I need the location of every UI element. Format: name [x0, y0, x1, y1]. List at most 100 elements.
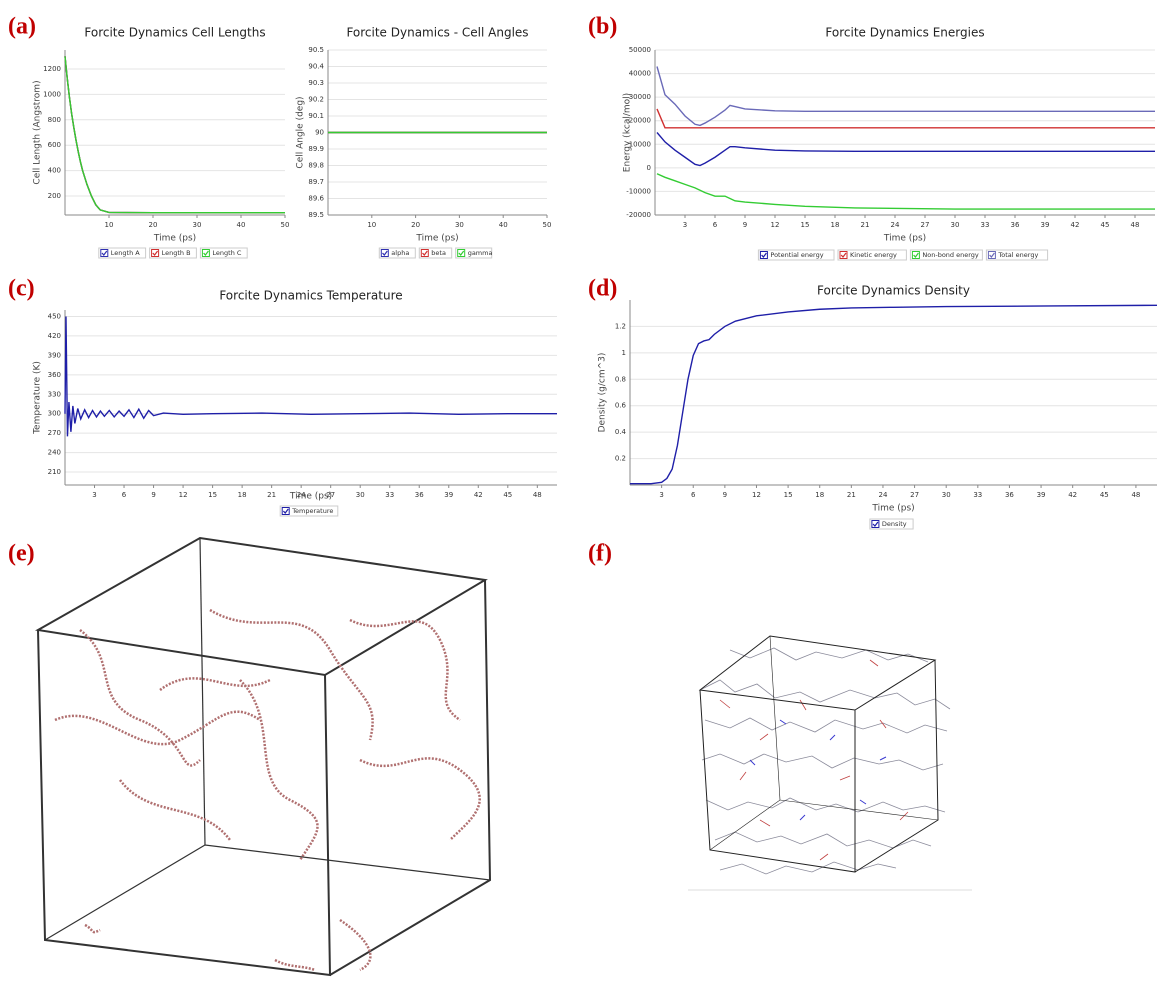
- legend-label: Length B: [162, 249, 191, 257]
- x-axis-label: Time (ps): [415, 234, 458, 244]
- x-tick-label: 36: [1005, 491, 1014, 499]
- x-tick-label: 42: [474, 491, 483, 499]
- y-tick-label: 89.7: [308, 178, 324, 186]
- y-tick-label: 0: [647, 164, 651, 172]
- legend-checkbox[interactable]: [840, 252, 847, 259]
- x-tick-label: 24: [878, 491, 887, 499]
- y-tick-label: 420: [48, 332, 61, 340]
- legend-item: Length C: [200, 248, 247, 258]
- x-tick-label: 30: [193, 221, 202, 229]
- x-tick-label: 30: [356, 491, 365, 499]
- y-tick-label: 390: [48, 351, 61, 359]
- x-tick-label: 18: [238, 491, 247, 499]
- chart-title: Forcite Dynamics Energies: [825, 26, 984, 40]
- chain: [360, 758, 480, 840]
- x-tick-label: 3: [92, 491, 96, 499]
- legend-item: Total energy: [986, 250, 1047, 260]
- legend-item: Length B: [150, 248, 197, 258]
- x-tick-label: 10: [105, 221, 114, 229]
- y-axis-label: Density (g/cm^3): [598, 353, 608, 433]
- y-tick-label: 360: [48, 371, 61, 379]
- x-tick-label: 27: [910, 491, 919, 499]
- legend-item: alpha: [379, 248, 415, 258]
- legend-checkbox[interactable]: [421, 250, 428, 257]
- y-axis-label: Energy (kcal/mol): [623, 93, 633, 172]
- y-tick-label: -20000: [626, 211, 651, 219]
- x-tick-label: 33: [973, 491, 982, 499]
- series-line: [657, 67, 1155, 126]
- y-tick-label: 1.2: [615, 322, 626, 330]
- legend-checkbox[interactable]: [872, 521, 879, 528]
- figure: (a)(b)(c)(d)(e)(f)Forcite Dynamics Cell …: [0, 0, 1159, 983]
- x-tick-label: 33: [981, 221, 990, 229]
- x-tick-label: 18: [815, 491, 824, 499]
- y-tick-label: 0.2: [615, 455, 626, 463]
- cube-side: [330, 580, 490, 975]
- series-line: [65, 316, 557, 436]
- legend-checkbox[interactable]: [912, 252, 919, 259]
- legend-checkbox[interactable]: [381, 250, 388, 257]
- panel-label: (c): [8, 276, 35, 302]
- x-tick-label: 36: [415, 491, 424, 499]
- x-tick-label: 42: [1068, 491, 1077, 499]
- x-tick-label: 21: [267, 491, 276, 499]
- x-tick-label: 45: [1100, 491, 1109, 499]
- x-axis-label: Time (ps): [153, 234, 196, 244]
- y-tick-label: 210: [48, 468, 61, 476]
- x-tick-label: 45: [1101, 221, 1110, 229]
- legend-item: Length A: [99, 248, 146, 258]
- legend-checkbox[interactable]: [458, 250, 465, 257]
- panel-label: (d): [588, 276, 617, 302]
- chain: [160, 678, 270, 690]
- legend-item: gamma: [456, 248, 493, 258]
- x-axis-label: Time (ps): [883, 234, 926, 244]
- x-tick-label: 12: [771, 221, 780, 229]
- legend-checkbox[interactable]: [152, 250, 159, 257]
- x-tick-label: 48: [533, 491, 542, 499]
- legend-checkbox[interactable]: [101, 250, 108, 257]
- cell-box: [700, 636, 938, 872]
- legend-checkbox[interactable]: [988, 252, 995, 259]
- y-tick-label: 90.4: [308, 63, 324, 71]
- legend-label: Potential energy: [770, 251, 823, 259]
- x-tick-label: 18: [831, 221, 840, 229]
- x-tick-label: 15: [801, 221, 810, 229]
- x-tick-label: 24: [891, 221, 900, 229]
- panel-f-structure: [688, 636, 972, 890]
- x-tick-label: 9: [151, 491, 155, 499]
- x-tick-label: 10: [367, 221, 376, 229]
- x-tick-label: 15: [784, 491, 793, 499]
- chart-title: Forcite Dynamics Density: [817, 284, 970, 298]
- series-line: [630, 305, 1157, 483]
- panel-label: (f): [588, 541, 612, 567]
- cube-back: [45, 845, 490, 940]
- y-tick-label: 50000: [629, 46, 651, 54]
- panel-e-structure: [38, 538, 490, 975]
- legend-checkbox[interactable]: [760, 252, 767, 259]
- y-tick-label: 240: [48, 449, 61, 457]
- legend-checkbox[interactable]: [282, 508, 289, 515]
- packed-chains: [700, 648, 950, 874]
- x-axis-label: Time (ps): [871, 504, 914, 514]
- x-tick-label: 30: [942, 491, 951, 499]
- legend-label: Total energy: [997, 251, 1038, 259]
- legend-label: Length C: [212, 249, 241, 257]
- x-tick-label: 45: [503, 491, 512, 499]
- legend-checkbox[interactable]: [202, 250, 209, 257]
- x-tick-label: 20: [411, 221, 420, 229]
- legend-label: beta: [431, 249, 446, 257]
- y-tick-label: 90.1: [308, 112, 324, 120]
- x-tick-label: 12: [752, 491, 761, 499]
- legend-label: alpha: [391, 249, 409, 257]
- chart-title: Forcite Dynamics Cell Lengths: [84, 26, 265, 40]
- y-tick-label: 89.9: [308, 145, 324, 153]
- legend-item: beta: [419, 248, 451, 258]
- series-line: [657, 133, 1155, 166]
- x-tick-label: 12: [179, 491, 188, 499]
- chain: [80, 630, 200, 765]
- cube-edge: [200, 538, 205, 845]
- legend-item: Potential energy: [758, 250, 834, 260]
- y-tick-label: 1: [622, 349, 626, 357]
- y-tick-label: 89.5: [308, 211, 324, 219]
- y-tick-label: 1200: [43, 65, 61, 73]
